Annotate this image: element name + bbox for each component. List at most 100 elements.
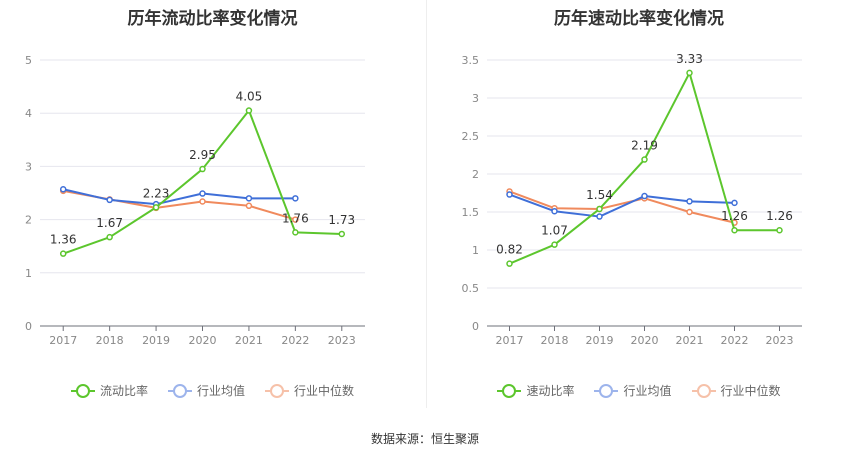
series-line-1: [62, 188, 296, 206]
quick-ratio-plot: 0 0.5 1 1.5 2 2.5 3 3.5 2017 2018 2019 2020 2021 2022…: [462, 52, 802, 347]
data-point: [199, 165, 206, 173]
legend-label: 行业均值: [196, 384, 245, 398]
legend: 速动比率 行业均值 行业中位数: [428, 382, 850, 399]
data-point: [686, 69, 693, 77]
data-point: [152, 204, 160, 211]
data-label: 4.05: [236, 90, 263, 104]
chart-title: 历年速动比率变化情况: [554, 9, 724, 29]
legend-label: 速动比率: [526, 384, 575, 398]
y-tick-label: 4: [25, 107, 32, 120]
data-point: [551, 241, 558, 248]
data-point: [686, 208, 693, 216]
data-point: [641, 156, 648, 163]
legend-label: 行业均值: [623, 384, 672, 398]
y-tick-label: 1: [25, 267, 32, 280]
x-tick-label: 2022: [281, 334, 309, 347]
x-tick-label: 2023: [328, 334, 356, 347]
y-tick-label: 2: [25, 214, 32, 227]
legend-item-industry-mean[interactable]: 行业均值: [167, 382, 245, 399]
data-label: 1.26: [766, 209, 793, 223]
y-tick-label: 3: [25, 160, 32, 173]
y-tick-label: 1.5: [462, 206, 480, 219]
x-tick-label: 2018: [96, 334, 124, 347]
data-point: [338, 230, 346, 238]
data-label: 1.36: [50, 233, 77, 247]
data-point: [106, 196, 113, 204]
x-tick-label: 2019: [586, 334, 614, 347]
chart-title: 历年流动比率变化情况: [127, 9, 298, 29]
legend-marker-icon: [70, 383, 95, 398]
x-tick-label: 2021: [676, 334, 704, 347]
y-tick-label: 0: [472, 320, 479, 333]
x-tick-label: 2018: [541, 334, 569, 347]
y-tick-label: 0.5: [462, 282, 480, 295]
data-point: [596, 213, 603, 220]
legend-item-industry-median[interactable]: 行业中位数: [265, 382, 354, 399]
x-tick-label: 2020: [189, 334, 217, 347]
data-label: 2.95: [189, 148, 216, 162]
y-tick-label: 3.5: [462, 54, 480, 67]
y-tick-label: 3: [472, 92, 479, 105]
data-point: [292, 195, 299, 202]
data-point: [506, 191, 513, 198]
legend-label: 流动比率: [99, 384, 148, 398]
x-tick-label: 2021: [235, 334, 263, 347]
data-source-note: 数据来源：恒生聚源: [370, 432, 479, 446]
x-tick-label: 2023: [766, 334, 794, 347]
data-point: [506, 260, 513, 267]
data-point: [59, 250, 67, 257]
data-point: [59, 186, 67, 193]
legend-label: 行业中位数: [294, 384, 355, 398]
data-point: [731, 199, 738, 207]
x-tick-label: 2017: [49, 334, 77, 347]
data-label: 2.23: [143, 186, 170, 200]
legend-marker-icon: [497, 383, 522, 398]
current-ratio-chart: 历年流动比率变化情况 0 1 2 3 4 5 2017 2018 2019 2020 2021 202…: [0, 0, 425, 410]
data-point: [106, 233, 113, 241]
legend-item-industry-mean[interactable]: 行业均值: [594, 382, 672, 399]
legend-marker-icon: [167, 383, 192, 398]
legend-marker-icon: [594, 383, 619, 398]
series-line-1: [509, 193, 735, 218]
data-point: [776, 226, 783, 234]
series-line-2: [509, 190, 735, 224]
data-point: [596, 205, 603, 213]
data-label: 3.33: [676, 52, 703, 66]
series-line-0: [62, 109, 342, 255]
data-point: [551, 207, 558, 215]
data-point: [245, 195, 253, 202]
data-label: 1.54: [586, 188, 613, 202]
data-point: [199, 198, 206, 205]
data-label: 1.73: [328, 213, 355, 227]
data-point: [731, 226, 738, 234]
x-tick-label: 2020: [631, 334, 659, 347]
current-ratio-plot: 0 1 2 3 4 5 2017 2018 2019 2020 2021 2022 2023 1.36 1.…: [25, 54, 365, 347]
quick-ratio-chart: 历年速动比率变化情况 0 0.5 1 1.5 2 2.5 3 3.5 2017 2018 2019 2…: [428, 0, 850, 410]
data-label: 1.76: [282, 211, 309, 225]
data-point: [292, 216, 299, 223]
data-label: 2.19: [631, 139, 658, 153]
y-tick-label: 0: [25, 320, 32, 333]
legend-item-current-ratio[interactable]: 流动比率: [70, 382, 148, 399]
data-point: [199, 190, 206, 197]
legend-marker-icon: [691, 383, 716, 398]
x-tick-label: 2019: [142, 334, 170, 347]
y-tick-label: 1: [472, 244, 479, 257]
legend-label: 行业中位数: [720, 384, 781, 398]
data-point: [686, 198, 693, 205]
legend: 流动比率 行业均值 行业中位数: [0, 382, 425, 399]
data-point: [292, 229, 299, 236]
legend-item-quick-ratio[interactable]: 速动比率: [497, 382, 574, 399]
data-point: [641, 192, 648, 200]
legend-item-industry-median[interactable]: 行业中位数: [691, 382, 781, 399]
y-tick-label: 2: [472, 168, 479, 181]
data-point: [245, 202, 253, 210]
y-tick-label: 5: [25, 54, 32, 67]
x-tick-label: 2017: [496, 334, 524, 347]
data-label: 0.82: [496, 243, 523, 257]
data-point: [245, 107, 253, 114]
legend-marker-icon: [265, 383, 289, 398]
data-label: 1.26: [721, 209, 748, 223]
data-label: 1.07: [541, 224, 568, 238]
panel-divider: [426, 0, 427, 408]
